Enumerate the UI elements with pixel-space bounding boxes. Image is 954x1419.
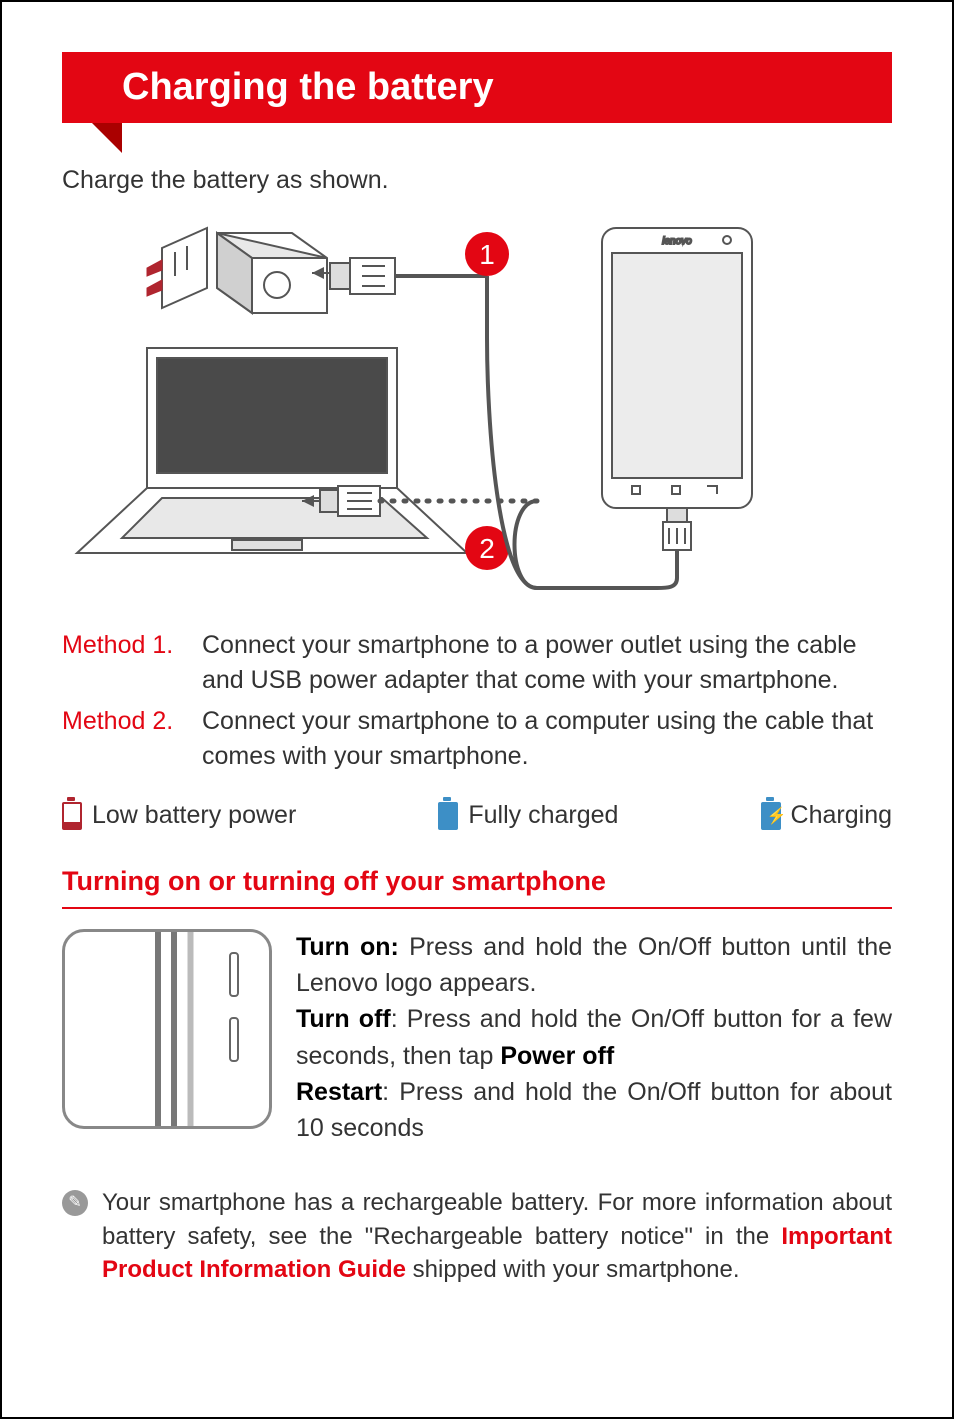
callout-2: 2 xyxy=(479,533,495,564)
legend-low-label: Low battery power xyxy=(92,798,296,833)
phone-button-illustration xyxy=(229,952,239,997)
methods-list: Method 1. Connect your smartphone to a p… xyxy=(62,628,892,774)
svg-text:lenovo: lenovo xyxy=(662,236,692,247)
page-content: Charge the battery as shown. xyxy=(2,123,952,1317)
note-post: shipped with your smartphone. xyxy=(406,1256,740,1283)
phone-button-illustration xyxy=(229,1017,239,1062)
pencil-icon: ✎ xyxy=(62,1190,88,1216)
restart-label: Restart xyxy=(296,1078,382,1106)
legend-charging-label: Charging xyxy=(791,798,892,833)
method-label: Method 2. xyxy=(62,704,202,774)
method-label: Method 1. xyxy=(62,628,202,698)
charging-diagram: 1 2 xyxy=(62,218,892,598)
turn-instructions: Turn on: Press and hold the On/Off butto… xyxy=(296,929,892,1147)
battery-legend: Low battery power Fully charged ⚡ Chargi… xyxy=(62,798,892,833)
legend-full-label: Fully charged xyxy=(468,798,618,833)
restart-text: : Press and hold the On/Off button for a… xyxy=(296,1078,892,1142)
note-box: ✎ Your smartphone has a rechargeable bat… xyxy=(62,1186,892,1287)
turn-on-label: Turn on: xyxy=(296,933,399,961)
power-off-label: Power off xyxy=(500,1042,614,1070)
bolt-icon: ⚡ xyxy=(767,806,787,828)
method-text: Connect your smartphone to a computer us… xyxy=(202,704,892,774)
callout-1: 1 xyxy=(479,239,495,270)
title-banner: Charging the battery xyxy=(62,52,892,123)
banner-fold-decoration xyxy=(62,123,122,153)
turn-off-label: Turn off xyxy=(296,1005,391,1033)
legend-full: Fully charged xyxy=(438,798,618,833)
legend-charging: ⚡ Charging xyxy=(761,798,892,833)
turn-on-off-section: Turn on: Press and hold the On/Off butto… xyxy=(62,929,892,1147)
battery-low-icon xyxy=(62,802,82,830)
method-text: Connect your smartphone to a power outle… xyxy=(202,628,892,698)
method-row: Method 2. Connect your smartphone to a c… xyxy=(62,704,892,774)
phone-side-illustration xyxy=(62,929,272,1129)
legend-low: Low battery power xyxy=(62,798,296,833)
intro-text: Charge the battery as shown. xyxy=(62,163,892,198)
banner-title: Charging the battery xyxy=(62,52,892,123)
battery-full-icon xyxy=(438,802,458,830)
method-row: Method 1. Connect your smartphone to a p… xyxy=(62,628,892,698)
note-pre: Your smartphone has a rechargeable batte… xyxy=(102,1189,892,1250)
section-heading: Turning on or turning off your smartphon… xyxy=(62,863,892,909)
note-text: Your smartphone has a rechargeable batte… xyxy=(102,1186,892,1287)
battery-charging-icon: ⚡ xyxy=(761,802,781,830)
